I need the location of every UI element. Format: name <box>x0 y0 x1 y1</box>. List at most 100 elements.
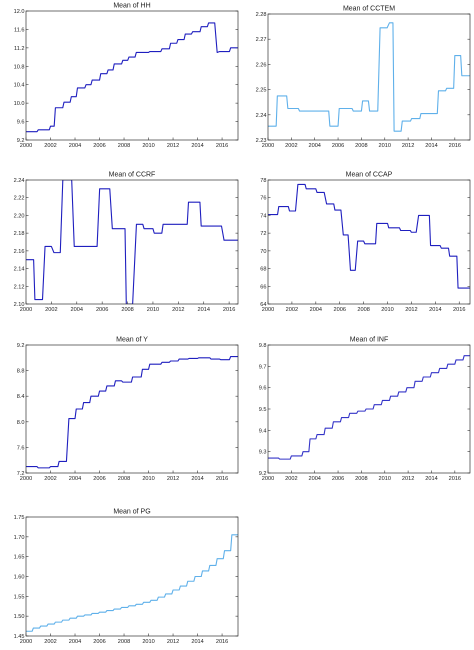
chart-svg-7: Mean of PG 1.45 1.50 1.55 1.60 1.65 1.70 1.75 20… <box>14 509 239 645</box>
series-line <box>26 22 238 133</box>
x-tick-label: 2010 <box>142 476 154 482</box>
y-tick-label: 1.45 <box>14 634 25 640</box>
x-tick-label: 2016 <box>216 143 228 149</box>
x-tick-label: 2016 <box>223 307 235 313</box>
x-tick-label: 2004 <box>310 307 322 313</box>
chart-panel-2: Mean of CCTEM 2.23 2.24 2.25 2.26 2.27 2.28 200… <box>256 2 472 152</box>
chart-svg-6: Mean of INF 9.2 9.3 9.4 9.5 9.6 9.7 9.8 2000 2002… <box>259 337 471 482</box>
chart-panel-7: Mean of PG 1.45 1.50 1.55 1.60 1.65 1.70 1.75 20… <box>14 503 240 648</box>
y-tick-label: 7.2 <box>17 471 25 477</box>
y-tick-label: 64 <box>260 302 266 308</box>
x-tick-label: 2000 <box>20 639 32 645</box>
series-line <box>268 22 470 132</box>
x-tick-label: 2002 <box>44 639 56 645</box>
y-tick-label: 2.16 <box>14 249 25 255</box>
chart-title: Mean of CCTEM <box>343 6 395 13</box>
plot-frame <box>25 10 239 141</box>
y-tick-label: 10.4 <box>14 83 25 89</box>
y-tick-label: 9.4 <box>259 428 267 434</box>
x-tick-label: 2016 <box>453 307 465 313</box>
plot-frame <box>25 344 239 474</box>
y-tick-label: 2.24 <box>256 113 267 119</box>
y-tick-label: 72 <box>260 231 266 237</box>
y-tick-label: 2.26 <box>256 62 267 68</box>
x-tick-label: 2000 <box>262 143 274 149</box>
chart-title: Mean of HH <box>113 3 150 10</box>
y-tick-label: 11.2 <box>14 46 24 52</box>
x-tick-label: 2002 <box>45 307 57 313</box>
y-tick-label: 8.4 <box>17 394 25 400</box>
x-tick-label: 2002 <box>285 143 297 149</box>
x-tick-label: 2014 <box>425 476 437 482</box>
x-tick-label: 2004 <box>308 476 320 482</box>
y-tick-label: 1.55 <box>14 594 25 600</box>
chart-title: Mean of CCRF <box>109 172 156 179</box>
chart-panel-3: Mean of CCRF 2.10 2.12 2.14 2.16 2.18 2.20 2.22… <box>14 166 240 316</box>
x-tick-label: 2002 <box>285 476 297 482</box>
x-tick-label: 2006 <box>96 307 108 313</box>
plot-frame <box>267 344 471 474</box>
x-tick-label: 2000 <box>262 307 274 313</box>
y-tick-label: 2.10 <box>14 302 25 308</box>
x-tick-label: 2014 <box>191 639 203 645</box>
y-tick-label: 74 <box>260 213 266 219</box>
y-tick-label: 10.0 <box>14 101 25 107</box>
y-tick-label: 9.3 <box>259 450 267 456</box>
y-tick-label: 9.2 <box>259 471 267 477</box>
y-tick-label: 1.60 <box>14 575 25 581</box>
x-tick-label: 2010 <box>142 639 154 645</box>
series-line <box>268 183 470 289</box>
series-line <box>268 355 470 460</box>
x-tick-label: 2016 <box>449 476 461 482</box>
y-tick-label: 1.50 <box>14 614 25 620</box>
x-tick-label: 2010 <box>147 307 159 313</box>
chart-title: Mean of Y <box>116 337 148 344</box>
chart-svg-1: Mean of HH 9.2 9.6 10.0 10.4 10.8 11.2 11.6 12.0… <box>14 3 239 149</box>
x-tick-label: 2010 <box>379 143 391 149</box>
series-line <box>26 534 238 632</box>
x-tick-label: 2000 <box>20 307 32 313</box>
x-tick-label: 2002 <box>44 143 56 149</box>
x-tick-label: 2002 <box>44 476 56 482</box>
x-tick-label: 2014 <box>425 143 437 149</box>
x-tick-label: 2008 <box>118 476 130 482</box>
plot-frame <box>25 179 239 305</box>
y-tick-label: 2.23 <box>256 138 267 144</box>
x-tick-label: 2012 <box>402 476 414 482</box>
y-tick-label: 2.22 <box>14 196 25 202</box>
y-tick-label: 10.8 <box>14 64 25 70</box>
plot-frame <box>25 516 239 637</box>
y-tick-label: 11.6 <box>14 27 24 33</box>
x-tick-label: 2016 <box>216 476 228 482</box>
series-line <box>26 180 238 304</box>
y-tick-label: 2.20 <box>14 213 25 219</box>
x-tick-label: 2006 <box>93 143 105 149</box>
chart-panel-1: Mean of HH 9.2 9.6 10.0 10.4 10.8 11.2 11.6 12.0… <box>14 2 240 152</box>
y-tick-label: 70 <box>260 249 266 255</box>
x-tick-label: 2006 <box>93 639 105 645</box>
x-tick-label: 2004 <box>69 639 81 645</box>
x-tick-label: 2010 <box>379 476 391 482</box>
x-tick-label: 2002 <box>286 307 298 313</box>
x-tick-label: 2014 <box>191 143 203 149</box>
x-tick-label: 2004 <box>71 307 83 313</box>
x-tick-label: 2016 <box>449 143 461 149</box>
x-tick-label: 2012 <box>405 307 417 313</box>
x-tick-label: 2014 <box>429 307 441 313</box>
series-line <box>26 355 238 469</box>
chart-title: Mean of CCAP <box>346 172 393 179</box>
y-tick-label: 66 <box>260 284 266 290</box>
y-tick-label: 2.14 <box>14 267 25 273</box>
y-tick-label: 2.25 <box>256 88 267 94</box>
chart-title: Mean of PG <box>113 509 150 516</box>
x-tick-label: 2016 <box>216 639 228 645</box>
y-tick-label: 8.0 <box>17 420 25 426</box>
y-tick-label: 9.7 <box>259 364 267 370</box>
x-tick-label: 2006 <box>332 476 344 482</box>
y-tick-label: 2.12 <box>14 284 25 290</box>
x-tick-label: 2012 <box>402 143 414 149</box>
x-tick-label: 2004 <box>69 476 81 482</box>
y-tick-label: 2.24 <box>14 178 25 184</box>
chart-svg-2: Mean of CCTEM 2.23 2.24 2.25 2.26 2.27 2.28 200… <box>256 6 471 149</box>
